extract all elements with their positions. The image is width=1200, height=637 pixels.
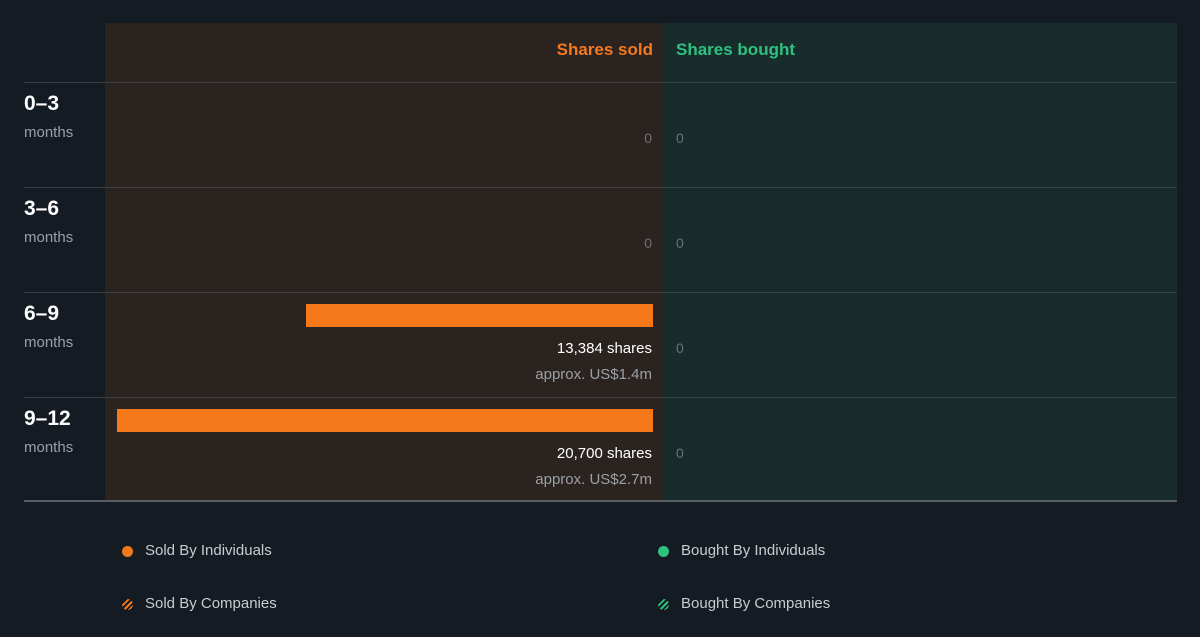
sold-value-label: 0 [644, 235, 652, 251]
legend-bought-by-companies[interactable]: Bought By Companies [658, 595, 830, 613]
shares-bought-header: Shares bought [676, 40, 796, 59]
chart-baseline [24, 500, 1177, 502]
period-label: 3–6 [24, 197, 60, 220]
sold-shares-label: 20,700 shares [556, 445, 652, 462]
row-label-6-9-months: 6–9 months [24, 302, 73, 352]
period-unit: months [24, 124, 74, 141]
orange-hatched-dot-icon [122, 598, 133, 610]
row-label-0-3-months: 0–3 months [24, 92, 73, 142]
bought-value-label: 0 [676, 130, 684, 146]
row-label-9-12-months: 9–12 months [24, 407, 73, 457]
period-unit: months [24, 439, 74, 456]
period-label: 0–3 [24, 92, 60, 115]
bought-value-label: 0 [676, 235, 684, 251]
legend-label: Sold By Individuals [145, 542, 272, 559]
green-hatched-dot-icon [658, 598, 669, 610]
legend-bought-by-individuals[interactable]: Bought By Individuals [658, 542, 825, 560]
shares-sold-header: Shares sold [556, 40, 653, 59]
bought-value-label: 0 [676, 445, 684, 461]
legend-label: Bought By Individuals [681, 542, 826, 559]
period-unit: months [24, 229, 74, 246]
row-divider [24, 187, 1177, 188]
period-label: 6–9 [24, 302, 60, 325]
period-unit: months [24, 334, 74, 351]
sold-bar-9-12-months [117, 409, 653, 432]
row-divider [24, 82, 1177, 83]
row-divider [24, 397, 1177, 398]
green-dot-icon [658, 545, 669, 557]
legend-label: Sold By Companies [145, 595, 277, 612]
legend-sold-by-individuals[interactable]: Sold By Individuals [122, 542, 272, 560]
sold-approx-value: approx. US$1.4m [535, 366, 652, 383]
period-label: 9–12 [24, 407, 71, 430]
bought-value-label: 0 [676, 340, 684, 356]
sold-shares-label: 13,384 shares [556, 340, 652, 357]
legend-sold-by-companies[interactable]: Sold By Companies [122, 595, 277, 613]
sold-value-label: 0 [644, 130, 652, 146]
orange-dot-icon [122, 545, 133, 557]
sold-approx-value: approx. US$2.7m [535, 471, 652, 488]
row-label-3-6-months: 3–6 months [24, 197, 73, 247]
shares-bought-panel [663, 23, 1177, 502]
sold-bar-6-9-months [306, 304, 653, 327]
row-divider [24, 292, 1177, 293]
legend-label: Bought By Companies [681, 595, 831, 612]
